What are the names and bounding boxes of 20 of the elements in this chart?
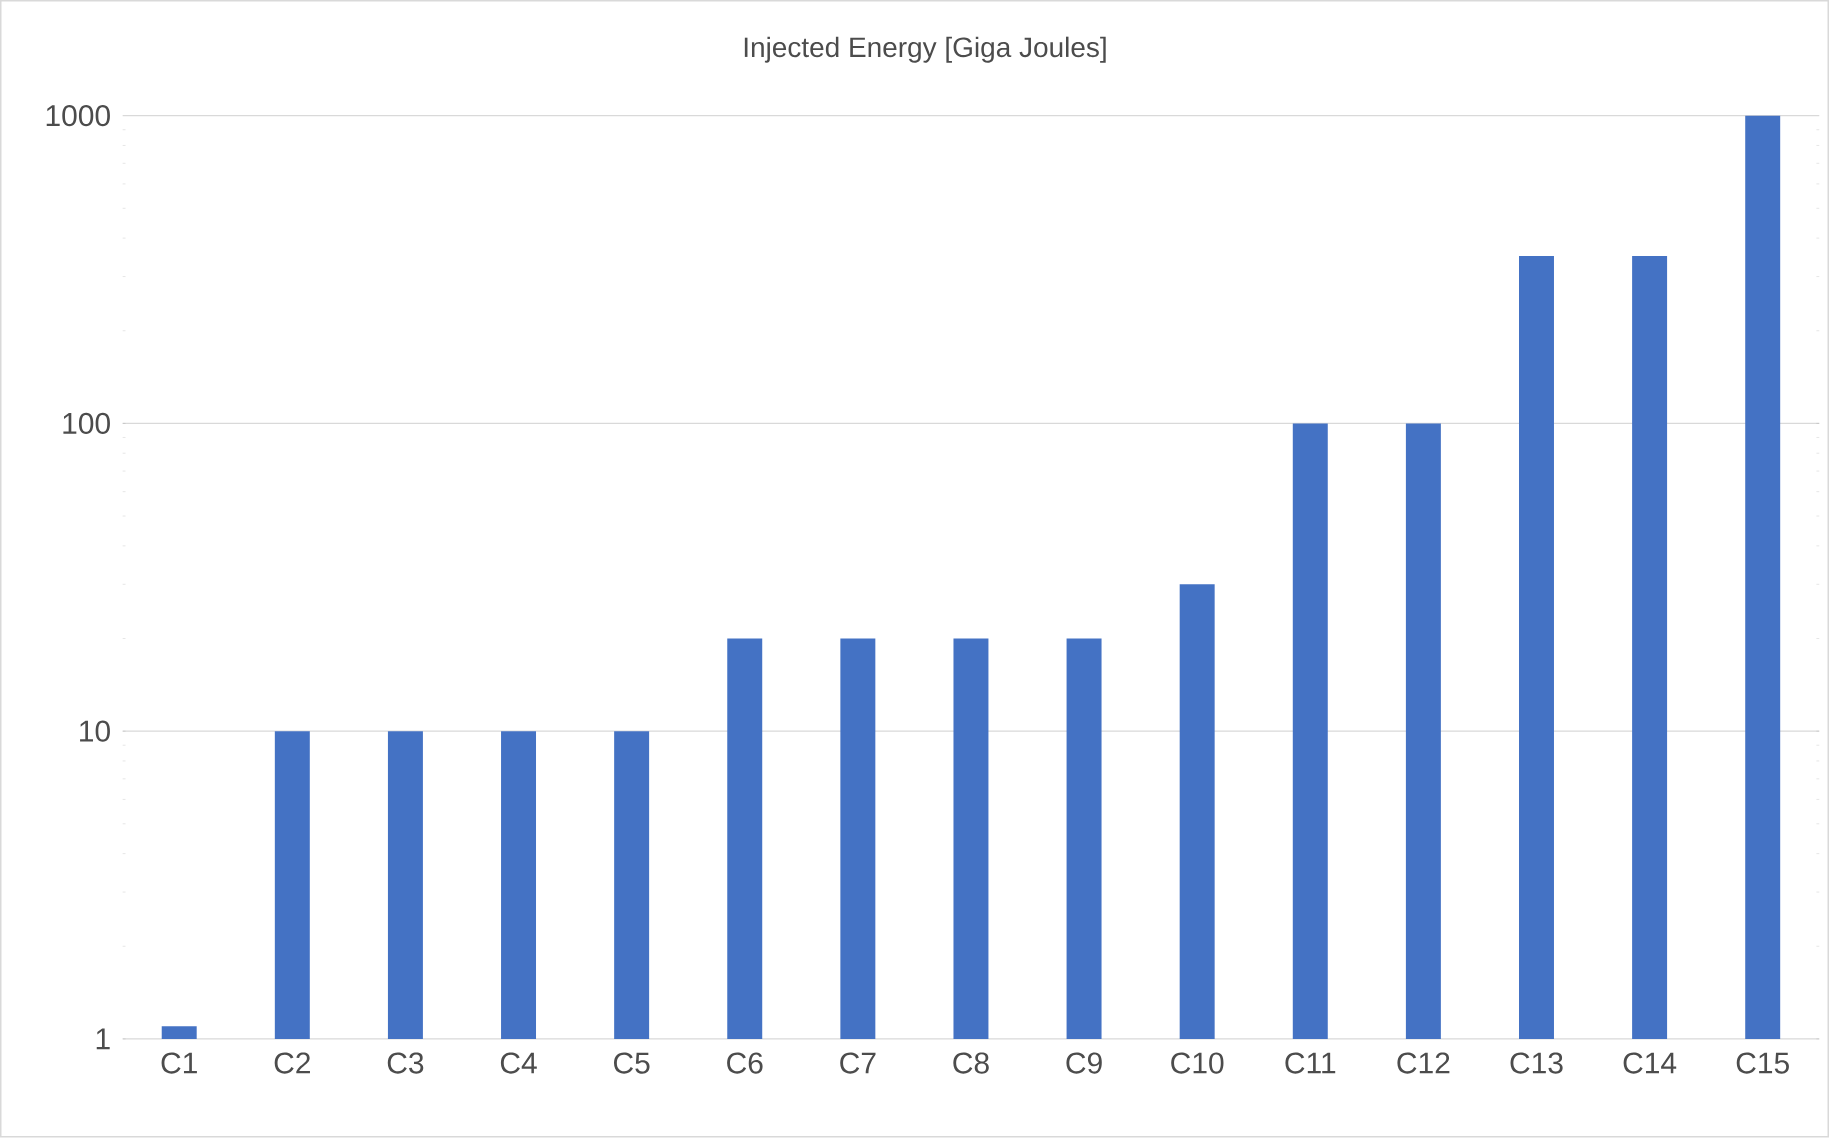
- x-tick-label: C13: [1510, 1052, 1563, 1074]
- y-tick-label: 1000: [46, 105, 110, 127]
- x-tick-label: C5: [614, 1052, 650, 1074]
- x-tick-label: C2: [274, 1052, 310, 1074]
- x-tick-label: C14: [1623, 1052, 1677, 1074]
- x-tick-label: C8: [953, 1052, 989, 1074]
- y-tick-label: 1: [96, 1028, 110, 1050]
- chart-title: Injected Energy [Giga Joules]: [744, 36, 1106, 63]
- y-tick-label: 10: [80, 720, 110, 742]
- x-tick-label: C6: [727, 1052, 763, 1074]
- x-tick-label: C4: [500, 1052, 537, 1074]
- x-tick-label: C10: [1171, 1052, 1224, 1074]
- x-tick-label: C7: [840, 1052, 876, 1074]
- x-tick-label: C3: [387, 1052, 424, 1074]
- y-tick-label: 100: [63, 413, 110, 435]
- x-tick-label: C9: [1066, 1052, 1102, 1074]
- x-tick-label: C11: [1285, 1052, 1336, 1074]
- x-tick-label: C15: [1736, 1052, 1789, 1074]
- x-tick-label: C1: [161, 1052, 197, 1074]
- x-tick-label: C12: [1397, 1052, 1450, 1074]
